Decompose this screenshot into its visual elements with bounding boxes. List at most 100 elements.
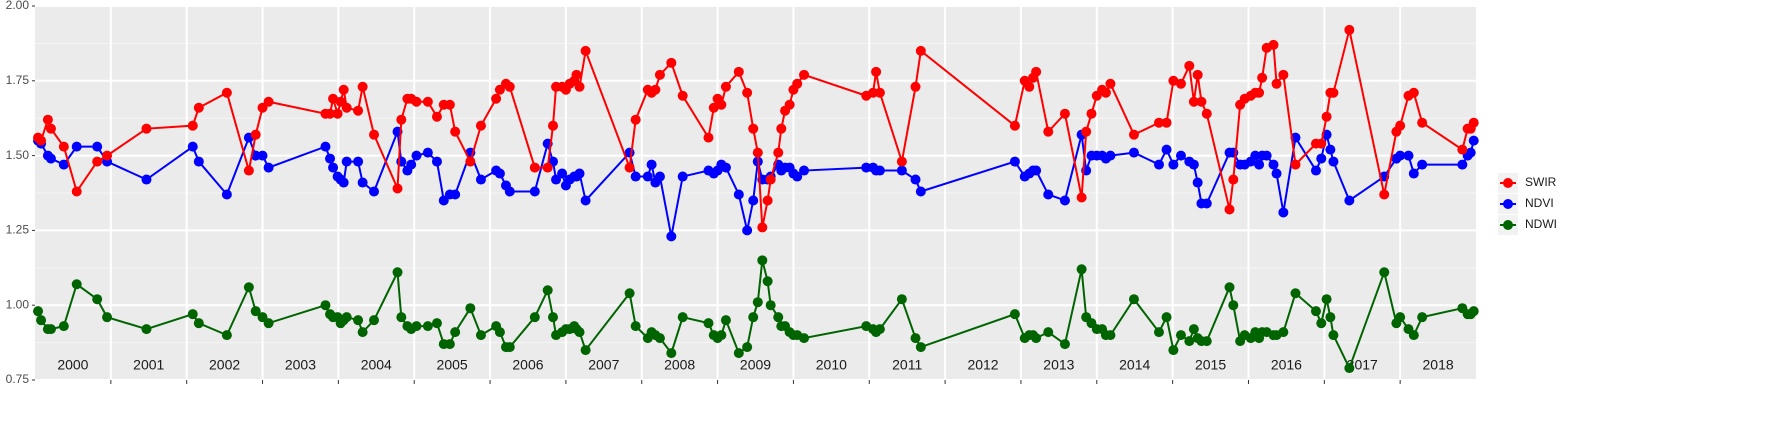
point — [475, 174, 486, 185]
point — [748, 195, 759, 206]
point — [1168, 75, 1179, 86]
point — [1417, 312, 1428, 323]
point — [422, 147, 433, 158]
point — [1201, 336, 1212, 347]
point — [1224, 282, 1235, 293]
point — [187, 141, 198, 152]
point — [338, 177, 349, 188]
point — [1328, 87, 1339, 98]
point — [1408, 330, 1419, 341]
point — [1161, 117, 1172, 128]
point — [1417, 159, 1428, 170]
point — [1031, 165, 1042, 176]
series-0 — [33, 24, 1479, 233]
point — [580, 45, 591, 56]
point — [529, 162, 540, 173]
point — [1328, 156, 1339, 167]
point — [896, 294, 907, 305]
point — [357, 81, 368, 92]
year-label: 2010 — [816, 357, 847, 373]
point — [353, 105, 364, 116]
point — [910, 174, 921, 185]
point — [341, 312, 352, 323]
point — [1271, 78, 1282, 89]
point — [263, 162, 274, 173]
point — [431, 318, 442, 329]
point — [357, 327, 368, 338]
point — [263, 96, 274, 107]
point — [1316, 153, 1327, 164]
point — [325, 108, 336, 119]
point — [45, 153, 56, 164]
point — [332, 108, 343, 119]
point — [58, 321, 69, 332]
point — [757, 222, 768, 233]
point — [748, 312, 759, 323]
point — [910, 81, 921, 92]
point — [353, 315, 364, 326]
point — [1076, 264, 1087, 275]
point — [33, 306, 44, 317]
point — [1059, 195, 1070, 206]
point — [1161, 312, 1172, 323]
point — [341, 156, 352, 167]
point — [624, 288, 635, 299]
point — [431, 156, 442, 167]
point — [742, 342, 753, 353]
point — [799, 333, 810, 344]
point — [1328, 330, 1339, 341]
point — [792, 171, 803, 182]
point — [1081, 126, 1092, 137]
point — [1278, 207, 1289, 218]
point — [187, 120, 198, 131]
point — [915, 45, 926, 56]
point — [654, 333, 665, 344]
point — [1228, 174, 1239, 185]
point — [580, 345, 591, 356]
point — [650, 84, 661, 95]
point — [896, 156, 907, 167]
point — [654, 171, 665, 182]
point — [1009, 120, 1020, 131]
point — [396, 312, 407, 323]
year-label: 2015 — [1195, 357, 1226, 373]
point — [1310, 165, 1321, 176]
y-tick-label: 1.75 — [6, 73, 30, 87]
year-label: 2000 — [57, 357, 88, 373]
point — [1290, 288, 1301, 299]
point — [422, 321, 433, 332]
point — [666, 57, 677, 68]
point — [874, 165, 885, 176]
year-label: 2006 — [512, 357, 543, 373]
point — [1043, 327, 1054, 338]
point — [1379, 267, 1390, 278]
point — [792, 78, 803, 89]
point — [1268, 39, 1279, 50]
point — [193, 102, 204, 113]
point — [1184, 336, 1195, 347]
point — [742, 225, 753, 236]
point — [784, 99, 795, 110]
point — [325, 153, 336, 164]
point — [1086, 108, 1097, 119]
point — [703, 132, 714, 143]
point — [475, 330, 486, 341]
point — [243, 282, 254, 293]
point — [1395, 150, 1406, 161]
point — [1153, 327, 1164, 338]
point — [1168, 159, 1179, 170]
point — [58, 159, 69, 170]
year-label: 2014 — [1119, 357, 1150, 373]
point — [1344, 195, 1355, 206]
point — [141, 324, 152, 335]
y-tick-label: 1.25 — [6, 223, 30, 237]
point — [444, 339, 455, 350]
point — [328, 162, 339, 173]
point — [1201, 108, 1212, 119]
point — [1128, 147, 1139, 158]
year-label: 2002 — [209, 357, 240, 373]
point — [1457, 144, 1468, 155]
point — [630, 321, 641, 332]
point — [257, 150, 268, 161]
point — [630, 171, 641, 182]
